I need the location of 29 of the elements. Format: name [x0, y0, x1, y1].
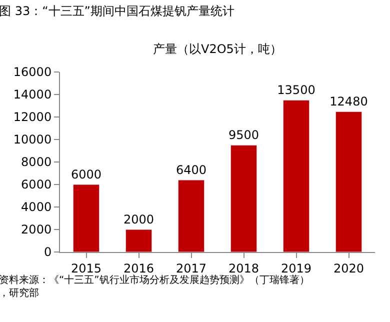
x-tick-label: 2019 — [280, 261, 312, 276]
x-tick-label: 2017 — [176, 261, 207, 276]
data-label: 6400 — [176, 163, 207, 177]
bar — [178, 180, 205, 252]
y-tick-label: 2000 — [21, 222, 52, 237]
y-tick-label: 8000 — [21, 155, 52, 170]
chart-title: 图 33：“十三五”期间中国石煤提钒产量统计 — [0, 4, 235, 18]
bar — [230, 144, 258, 252]
chart-subtitle: 产量（以V2O5计，吨） — [153, 42, 282, 56]
bar — [335, 111, 362, 252]
x-tick-label: 2018 — [228, 261, 260, 276]
y-tick-label: 4000 — [21, 200, 52, 214]
y-tick-label: 6000 — [21, 178, 52, 192]
y-tick-label: 10000 — [13, 132, 52, 147]
bar — [72, 184, 100, 252]
y-tick-label: 0 — [44, 245, 52, 260]
bar — [125, 229, 152, 252]
data-label: 13500 — [277, 83, 316, 98]
data-label: 6000 — [70, 168, 102, 182]
y-tick-label: 12000 — [13, 110, 52, 124]
y-tick-label: 16000 — [13, 65, 52, 80]
x-tick-label: 2020 — [333, 261, 364, 276]
bar — [282, 100, 310, 252]
data-label: 9500 — [228, 128, 260, 142]
x-tick-label: 2015 — [70, 261, 102, 276]
x-tick-label: 2016 — [123, 261, 154, 276]
data-label: 12480 — [330, 94, 368, 109]
y-tick-label: 14000 — [13, 88, 52, 102]
data-label: 2000 — [123, 212, 154, 226]
